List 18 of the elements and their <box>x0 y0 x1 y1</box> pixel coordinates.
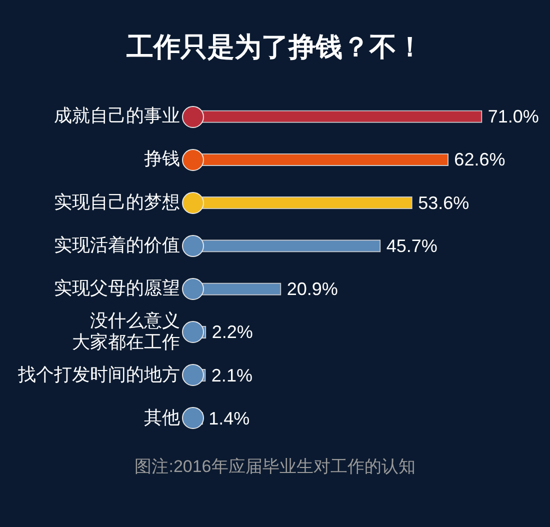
y-tick-label: 其他 <box>144 407 180 428</box>
y-tick-label: 找个打发时间的地方 <box>17 364 180 384</box>
y-tick-label: 没什么意义大家都在工作 <box>72 310 180 352</box>
y-tick-label: 实现自己的梦想 <box>54 192 180 212</box>
y-tick-label: 实现活着的价值 <box>54 234 180 255</box>
data-label: 62.6% <box>454 150 506 170</box>
y-tick-label: 实现父母的愿望 <box>54 278 180 298</box>
data-label: 45.7% <box>386 236 438 256</box>
data-label: 71.0% <box>488 106 539 127</box>
y-tick-label: 成就自己的事业 <box>54 106 180 126</box>
data-label: 53.6% <box>418 192 470 213</box>
data-label: 1.4% <box>208 408 250 428</box>
data-label: 2.1% <box>211 365 252 386</box>
data-label: 20.9% <box>286 279 338 300</box>
data-label: 2.2% <box>212 322 253 342</box>
y-tick-label: 挣钱 <box>144 148 180 169</box>
chart-title: 工作只是为了挣钱？不！ <box>126 31 424 64</box>
text: 图注:2016年应届毕业生对工作的认知 <box>134 457 416 477</box>
